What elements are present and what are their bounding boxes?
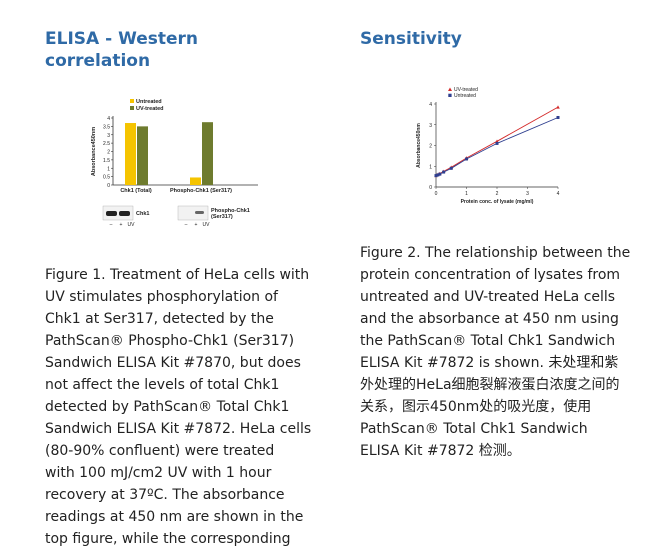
- caption-line: top figure, while the corresponding: [45, 531, 291, 547]
- caption-line: (80-90% confluent) were treated: [45, 443, 275, 459]
- blot-label: Chk1: [136, 211, 149, 217]
- heading-line-2: correlation: [45, 51, 151, 71]
- y-tick-label: 1: [107, 166, 110, 172]
- caption-line: detected by PathScan® Total Chk1: [45, 399, 290, 415]
- caption-line: recovery at 37ºC. The absorbance: [45, 487, 285, 503]
- blot-band: [106, 211, 117, 216]
- y-axis-label: Absorbance450nm: [91, 127, 97, 176]
- y-tick-label: 0.5: [103, 175, 110, 181]
- caption-line: protein concentration of lysates from: [360, 267, 621, 283]
- y-tick-label: 0: [429, 185, 432, 191]
- y-tick-label: 2.5: [103, 141, 110, 147]
- y-axis-label: Absorbance450nm: [416, 123, 422, 168]
- caption-line: PathScan® Phospho-Chk1 (Ser317): [45, 333, 295, 349]
- blot-lane-label: –: [185, 222, 188, 228]
- caption-line: 外处理的HeLa细胞裂解液蛋白浓度之间的: [360, 377, 620, 393]
- data-point: [438, 172, 442, 176]
- y-tick-label: 1.5: [103, 158, 110, 164]
- caption-line: 关系，图示450nm处的吸光度，使用: [360, 399, 592, 415]
- caption-line: with 100 mJ/cm2 UV with 1 hour: [45, 465, 272, 481]
- caption-line: PathScan® Total Chk1 Sandwich: [360, 421, 588, 437]
- heading-sensitivity: Sensitivity: [360, 29, 462, 49]
- blot-label: (Ser317): [211, 214, 233, 220]
- data-point: [556, 115, 560, 119]
- blot-lane-label: UV: [128, 222, 136, 228]
- y-tick-label: 3: [107, 133, 110, 139]
- figure-1-bar-chart: 0 0.5 1 1.5 2 2.5 3 3.5 4 Absorbance450nm Untreate…: [91, 99, 258, 228]
- heading-elisa-western: ELISA - Western correlation: [45, 28, 198, 72]
- legend-label: Untreated: [136, 99, 162, 105]
- heading-line-1: ELISA - Western: [45, 29, 198, 49]
- x-tick-label: 0: [435, 191, 438, 197]
- caption-line: Chk1 at Ser317, detected by the: [45, 311, 274, 327]
- caption-line: ELISA Kit #7872 is shown. 未处理和紫: [360, 355, 619, 371]
- data-point: [436, 173, 440, 177]
- figure-1-caption: Figure 1. Treatment of HeLa cells with UV…: [45, 264, 345, 550]
- legend-label: UV-treated: [136, 106, 164, 112]
- legend-label: Untreated: [454, 93, 476, 99]
- caption-line: not affect the levels of total Chk1: [45, 377, 280, 393]
- legend-swatch: [130, 106, 134, 110]
- legend-marker: [448, 87, 452, 91]
- caption-line: the PathScan® Total Chk1 Sandwich: [360, 333, 616, 349]
- bar: [137, 126, 148, 185]
- legend-marker: [448, 93, 452, 97]
- caption-line: Figure 2. The relationship between the: [360, 245, 631, 261]
- y-tick-label: 2: [107, 150, 110, 156]
- figure-2-line-chart: 0 1 2 3 4 0 1 2 3 4 Protein conc. of lysate (mg/ml…: [416, 87, 560, 205]
- blot-band: [195, 211, 204, 214]
- data-point: [434, 174, 438, 178]
- y-tick-label: 0: [107, 183, 110, 189]
- x-tick-label: 3: [526, 191, 529, 197]
- data-point: [449, 166, 453, 170]
- caption-line: and the absorbance at 450 nm using: [360, 311, 619, 327]
- caption-line: ELISA Kit #7872 检测。: [360, 443, 521, 459]
- blot-lane-label: +: [195, 222, 198, 228]
- blot-lane-label: +: [120, 222, 123, 228]
- caption-line: UV stimulates phosphorylation of: [45, 289, 278, 305]
- x-tick-label: 4: [557, 191, 560, 197]
- legend-swatch: [130, 99, 134, 103]
- blot-panel: [177, 205, 209, 221]
- bar: [202, 122, 213, 185]
- x-tick-label: 1: [465, 191, 468, 197]
- data-point: [442, 170, 446, 174]
- y-tick-label: 3.5: [103, 124, 110, 130]
- y-tick-label: 2: [429, 144, 432, 150]
- data-point: [495, 141, 499, 145]
- caption-line: Sandwich ELISA Kit #7870, but does: [45, 355, 301, 371]
- figure-2-caption: Figure 2. The relationship between the pr…: [360, 242, 660, 462]
- x-tick-label: Chk1 (Total): [120, 188, 152, 194]
- y-tick-label: 4: [429, 102, 432, 108]
- blot-lane-label: –: [110, 222, 113, 228]
- caption-line: Sandwich ELISA Kit #7872. HeLa cells: [45, 421, 312, 437]
- y-tick-label: 4: [107, 116, 110, 122]
- x-tick-label: 2: [496, 191, 499, 197]
- series-line: [435, 117, 559, 177]
- data-point: [556, 105, 560, 109]
- caption-line: Figure 1. Treatment of HeLa cells with: [45, 267, 310, 283]
- bar: [190, 177, 201, 185]
- caption-line: untreated and UV-treated HeLa cells: [360, 289, 616, 305]
- blot-band: [119, 211, 130, 216]
- x-tick-label: Phospho-Chk1 (Ser317): [170, 188, 232, 194]
- blot-panel: [102, 205, 134, 221]
- caption-line: readings at 450 nm are shown in the: [45, 509, 304, 525]
- blot-label: Phospho-Chk1: [211, 208, 250, 214]
- bar: [125, 123, 136, 185]
- blot-lane-label: UV: [203, 222, 211, 228]
- data-point: [465, 157, 468, 161]
- legend-label: UV-treated: [454, 87, 478, 93]
- y-tick-label: 3: [429, 123, 432, 129]
- x-axis-label: Protein conc. of lysate (mg/ml): [461, 199, 534, 205]
- y-tick-label: 1: [429, 164, 432, 170]
